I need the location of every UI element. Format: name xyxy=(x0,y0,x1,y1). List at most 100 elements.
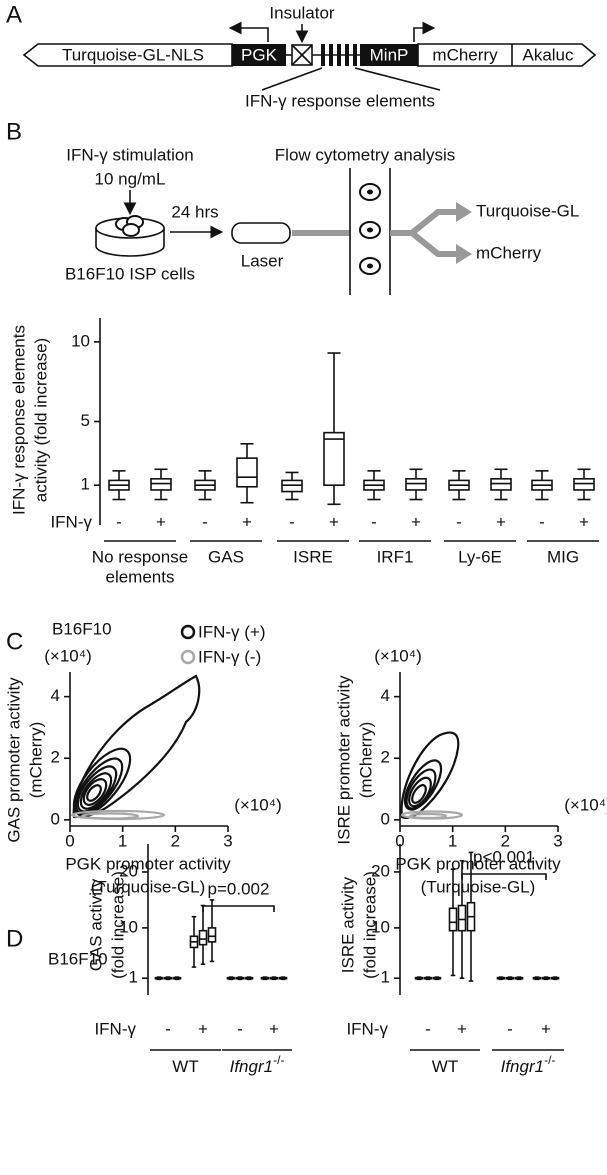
group-label: Ly-6E xyxy=(458,547,502,566)
panel-label: A xyxy=(6,1,22,28)
contour xyxy=(408,776,432,808)
treatment-sign: - xyxy=(539,512,545,531)
y-tick-label: 1 xyxy=(81,475,90,494)
response-element xyxy=(345,44,349,66)
cell-line-label: B16F10 xyxy=(48,949,108,968)
insulator-x xyxy=(291,44,313,66)
x-tick-label: 2 xyxy=(171,831,180,850)
contour xyxy=(86,784,102,802)
segment: Akaluc xyxy=(522,45,574,64)
y-tick-label: 1 xyxy=(129,968,138,987)
response-elements-label: IFN-γ response elements xyxy=(245,91,435,110)
contour xyxy=(405,768,437,810)
panel-label: D xyxy=(6,925,23,952)
group-label: IRF1 xyxy=(377,547,414,566)
y-unit: (×10⁴) xyxy=(374,646,421,665)
y-tick-label: 10 xyxy=(371,917,390,936)
contour xyxy=(79,772,113,810)
treatment-sign: + xyxy=(242,512,252,531)
genotype-name: WT xyxy=(172,1057,198,1076)
y-tick-label: 4 xyxy=(381,686,390,705)
genotype-label: WT xyxy=(172,1057,198,1076)
y-tick-label: 20 xyxy=(119,861,138,880)
response-element xyxy=(337,44,341,66)
cell xyxy=(122,223,140,237)
contour xyxy=(76,765,118,813)
group-label: GAS xyxy=(208,547,244,566)
promoter-arrow xyxy=(413,21,436,42)
promoter-arrow xyxy=(228,21,269,42)
treatment-sign: + xyxy=(329,512,339,531)
y-axis-label: GAS promoter activity xyxy=(4,677,23,843)
cell xyxy=(367,189,373,195)
y-axis-label: IFN-γ response elements xyxy=(9,325,28,515)
y-tick-label: 10 xyxy=(119,917,138,936)
time-label: 24 hrs xyxy=(171,202,218,221)
y-tick-label: 10 xyxy=(71,331,90,350)
panel-label: B xyxy=(6,118,22,145)
y-tick-label: 20 xyxy=(371,861,390,880)
group-label: elements xyxy=(106,567,175,586)
treatment-label: IFN-γ xyxy=(94,1019,136,1038)
treatment-sign: + xyxy=(579,512,589,531)
x-axis-label: (Turquoise-GL) xyxy=(421,877,536,896)
treatment-sign: + xyxy=(496,512,506,531)
x-tick-label: 3 xyxy=(553,831,562,850)
group-label: ISRE xyxy=(293,547,333,566)
cell xyxy=(367,227,373,233)
x-unit: (×10⁴) xyxy=(564,795,607,814)
genotype-superscript: -/- xyxy=(544,1053,555,1067)
y-axis-label: (mCherry) xyxy=(26,722,45,799)
box xyxy=(448,907,458,932)
y-axis-label: ISRE promoter activity xyxy=(334,675,353,845)
x-tick-label: 2 xyxy=(501,831,510,850)
segment: mCherry xyxy=(432,45,498,64)
y-tick-label: 5 xyxy=(81,411,90,430)
legend-label: IFN-γ (-) xyxy=(198,647,261,666)
p-value: p=0.002 xyxy=(208,879,270,898)
contour xyxy=(80,812,140,820)
contours xyxy=(70,809,464,821)
x-tick-label: 1 xyxy=(118,831,127,850)
box xyxy=(198,929,208,946)
legend-marker xyxy=(180,649,196,665)
signal xyxy=(390,209,458,257)
box xyxy=(323,431,345,486)
y-unit: (×10⁴) xyxy=(44,646,91,665)
y-tick-label: 2 xyxy=(381,748,390,767)
group-label: No response xyxy=(92,547,188,566)
significance-bracket xyxy=(202,905,275,912)
y-axis-label: (fold increase) xyxy=(360,871,379,979)
treatment-sign: + xyxy=(156,512,166,531)
box xyxy=(457,904,467,932)
treatment-sign: - xyxy=(371,512,377,531)
legend-marker xyxy=(180,624,196,640)
box xyxy=(207,927,217,943)
treatment-sign: - xyxy=(116,512,122,531)
pointer-line xyxy=(261,67,441,91)
x-unit: (×10⁴) xyxy=(234,795,281,814)
x-tick-label: 3 xyxy=(223,831,232,850)
panel-label: C xyxy=(6,628,23,655)
laser-label: Laser xyxy=(241,251,284,270)
contour xyxy=(82,778,108,806)
laser xyxy=(231,222,291,244)
y-tick-label: 2 xyxy=(51,748,60,767)
segment: Turquoise-GL-NLS xyxy=(62,45,204,64)
treatment-sign: + xyxy=(457,1019,467,1038)
genotype-name: Ifngr1 xyxy=(230,1057,273,1076)
genotype-superscript: -/- xyxy=(273,1053,284,1067)
genotype-label: Ifngr1-/- xyxy=(230,1053,285,1076)
dose-label: 10 ng/mL xyxy=(95,169,166,188)
cell xyxy=(367,263,373,269)
treatment-sign: - xyxy=(507,1019,513,1038)
treatment-sign: - xyxy=(202,512,208,531)
treatment-sign: - xyxy=(425,1019,431,1038)
output-label: mCherry xyxy=(476,243,542,262)
treatment-label: IFN-γ xyxy=(50,512,92,531)
output-label: Turquoise-GL xyxy=(476,201,579,220)
x-tick-label: 0 xyxy=(65,831,74,850)
treatment-sign: + xyxy=(198,1019,208,1038)
stimulation-label: IFN-γ stimulation xyxy=(66,145,194,164)
contour xyxy=(411,784,427,804)
